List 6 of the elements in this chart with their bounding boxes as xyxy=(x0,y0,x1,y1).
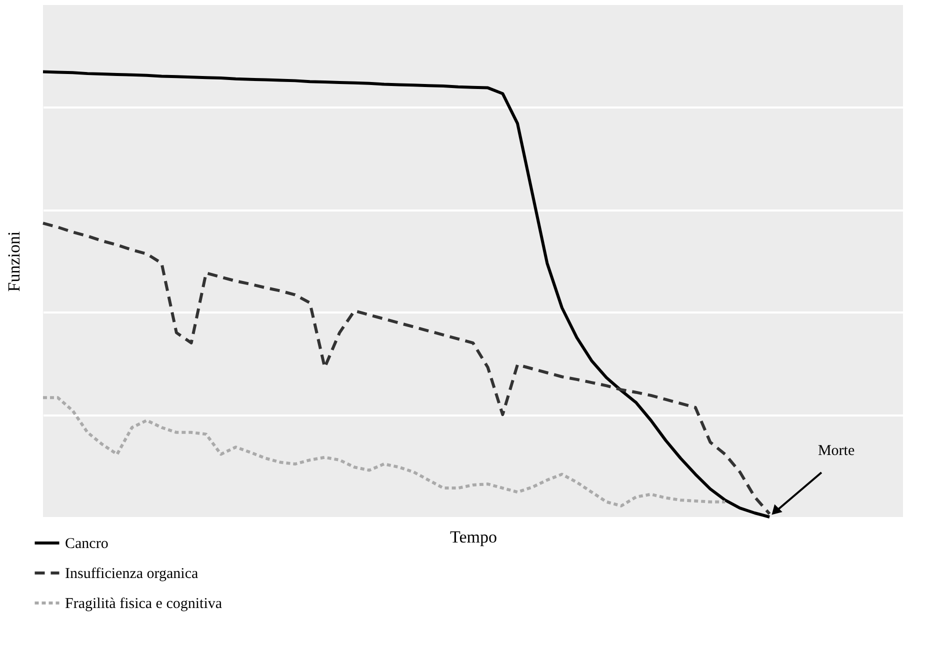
legend-label: Cancro xyxy=(65,536,108,552)
legend-label: Insufficienza organica xyxy=(65,566,198,582)
legend-label: Fragilità fisica e cognitiva xyxy=(65,596,222,612)
x-axis-title: Tempo xyxy=(450,528,497,546)
y-axis-title: Funzioni xyxy=(4,231,24,292)
annotation: Morte xyxy=(818,443,855,460)
